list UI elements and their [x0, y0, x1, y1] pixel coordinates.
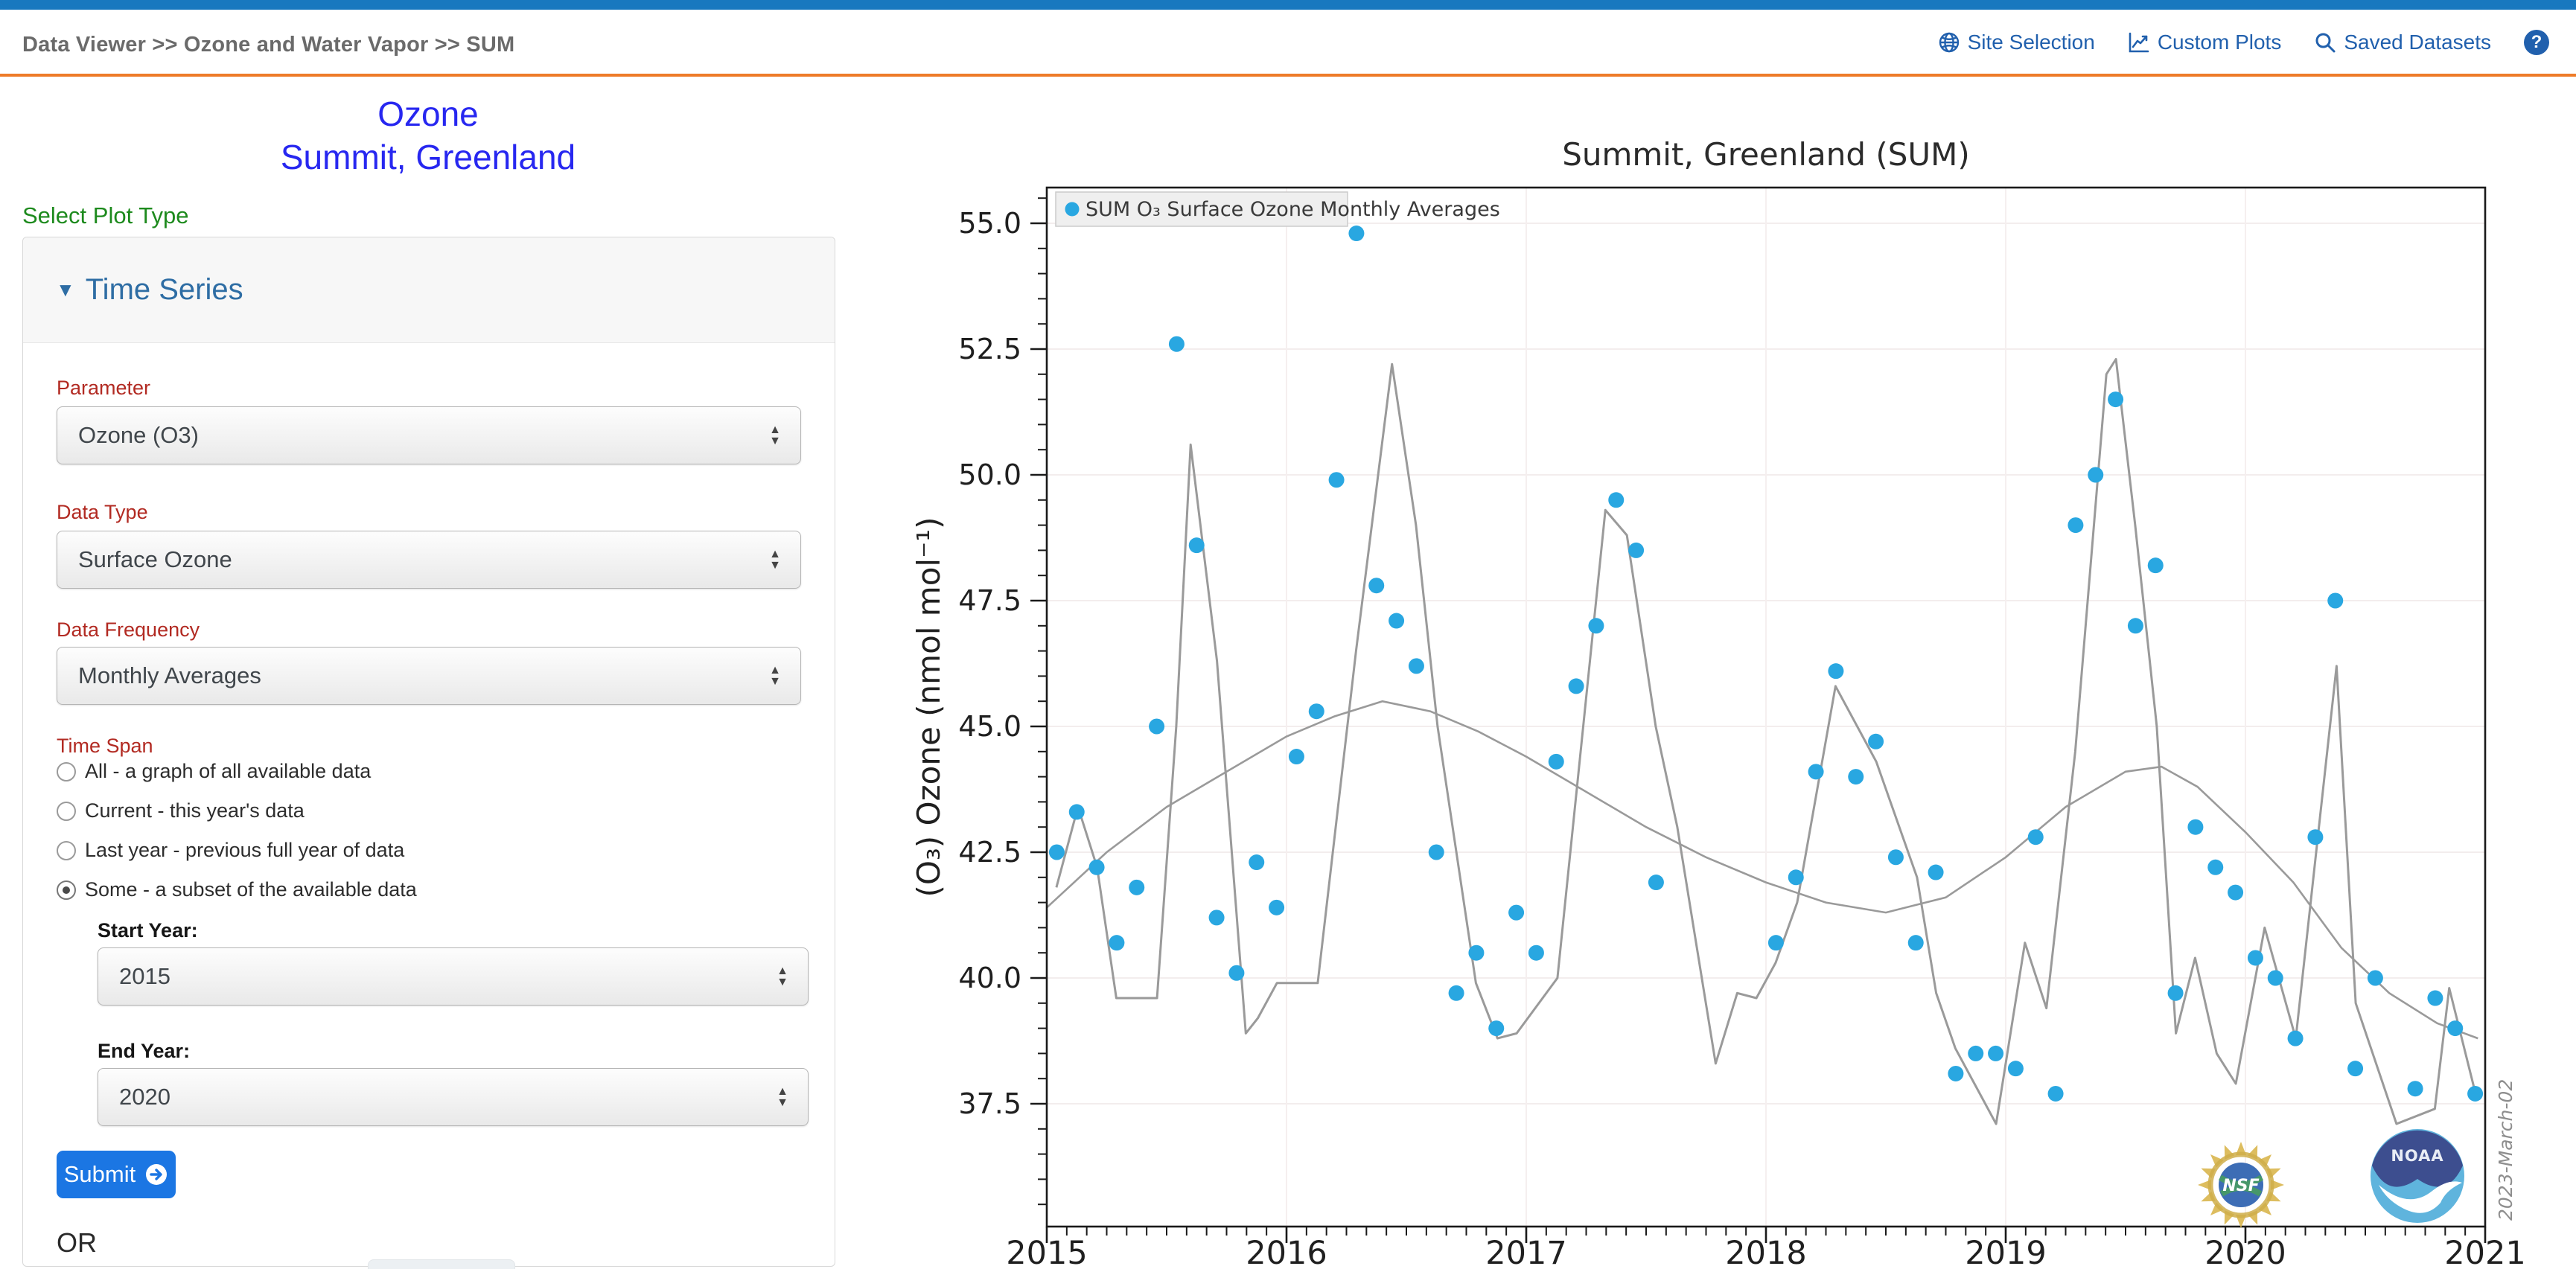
data-type-select[interactable]: Surface Ozone ▲ ▼ — [57, 531, 801, 589]
nav-site-selection[interactable]: Site Selection — [1938, 31, 2095, 54]
radio-label: Last year - previous full year of data — [85, 839, 405, 861]
data-type-value: Surface Ozone — [78, 546, 232, 572]
nsf-logo: NSF — [2198, 1142, 2284, 1228]
spinner-arrows-icon: ▲ ▼ — [769, 664, 781, 688]
data-frequency-label: Data Frequency — [57, 618, 200, 641]
radio-label: All - a graph of all available data — [85, 760, 372, 782]
time-span-label: Time Span — [57, 735, 153, 757]
noaa-logo: NOAA — [2371, 1129, 2464, 1223]
submit-button[interactable]: Submit — [57, 1151, 176, 1198]
radio-label: Current - this year's data — [85, 799, 305, 822]
svg-text:2015: 2015 — [1006, 1235, 1087, 1267]
radio-option-some[interactable]: Some - a subset of the available data — [57, 878, 417, 901]
radio-icon — [57, 880, 76, 900]
radio-icon — [57, 801, 76, 821]
breadcrumb: Data Viewer >> Ozone and Water Vapor >> … — [22, 33, 515, 57]
svg-text:2018: 2018 — [1725, 1235, 1806, 1267]
spinner-arrows-icon: ▲ ▼ — [777, 1085, 788, 1109]
chevron-down-icon: ▼ — [56, 278, 75, 301]
nav-saved-datasets[interactable]: Saved Datasets — [2314, 31, 2491, 54]
partially-visible-section — [368, 1259, 515, 1269]
start-year-label: Start Year: — [98, 919, 198, 942]
globe-icon — [1938, 31, 1960, 54]
spinner-arrows-icon: ▲ ▼ — [769, 548, 781, 572]
chart-icon — [2128, 31, 2150, 54]
arrow-circle-icon — [144, 1163, 168, 1186]
parameter-value: Ozone (O3) — [78, 422, 199, 448]
top-nav: Site Selection Custom Plots Saved Datase… — [1938, 30, 2549, 55]
svg-text:2021: 2021 — [2444, 1235, 2525, 1267]
svg-text:NSF: NSF — [2222, 1177, 2259, 1195]
spinner-arrows-icon: ▲ ▼ — [769, 423, 781, 447]
select-plot-type-label: Select Plot Type — [22, 202, 189, 228]
start-year-select[interactable]: 2015 ▲ ▼ — [98, 947, 809, 1006]
nav-label: Site Selection — [1967, 31, 2095, 54]
help-icon[interactable]: ? — [2524, 30, 2549, 55]
spinner-arrows-icon: ▲ ▼ — [777, 965, 788, 988]
search-icon — [2314, 31, 2336, 54]
start-year-value: 2015 — [119, 963, 170, 989]
or-label: OR — [57, 1227, 97, 1258]
svg-text:47.5: 47.5 — [958, 584, 1021, 617]
nav-custom-plots[interactable]: Custom Plots — [2128, 31, 2282, 54]
svg-text:(O₃) Ozone (nmol mol⁻¹): (O₃) Ozone (nmol mol⁻¹) — [911, 517, 947, 898]
page-title: Ozone Summit, Greenland — [0, 92, 856, 179]
page-title-site: Summit, Greenland — [280, 138, 576, 176]
parameter-select[interactable]: Ozone (O3) ▲ ▼ — [57, 406, 801, 464]
end-year-label: End Year: — [98, 1040, 191, 1062]
svg-text:45.0: 45.0 — [958, 710, 1021, 743]
radio-option-current[interactable]: Current - this year's data — [57, 799, 305, 822]
svg-text:42.5: 42.5 — [958, 836, 1021, 869]
time-series-panel: ▼ Time Series Parameter Ozone (O3) ▲ ▼ Da… — [22, 237, 835, 1267]
radio-label: Some - a subset of the available data — [85, 878, 417, 901]
time-series-label: Time Series — [85, 273, 243, 306]
nav-label: Custom Plots — [2157, 31, 2282, 54]
svg-text:2016: 2016 — [1246, 1235, 1327, 1267]
svg-text:Summit, Greenland (SUM): Summit, Greenland (SUM) — [1562, 136, 1970, 173]
end-year-select[interactable]: 2020 ▲ ▼ — [98, 1068, 809, 1126]
end-year-value: 2020 — [119, 1084, 170, 1110]
radio-icon — [57, 761, 76, 781]
data-type-label: Data Type — [57, 501, 148, 523]
radio-option-last-year[interactable]: Last year - previous full year of data — [57, 839, 404, 862]
data-frequency-value: Monthly Averages — [78, 662, 261, 688]
top-accent-bar — [0, 0, 2576, 10]
page-title-parameter: Ozone — [377, 95, 479, 133]
svg-text:40.0: 40.0 — [958, 962, 1021, 994]
svg-text:2020: 2020 — [2204, 1235, 2286, 1267]
svg-text:52.5: 52.5 — [958, 333, 1021, 365]
svg-text:2023-March-02: 2023-March-02 — [2495, 1079, 2516, 1221]
svg-text:2019: 2019 — [1965, 1235, 2046, 1267]
svg-text:55.0: 55.0 — [958, 207, 1021, 240]
data-frequency-select[interactable]: Monthly Averages ▲ ▼ — [57, 647, 801, 705]
nav-label: Saved Datasets — [2344, 31, 2491, 54]
time-series-header[interactable]: ▼ Time Series — [23, 237, 835, 343]
svg-text:2017: 2017 — [1485, 1235, 1566, 1267]
parameter-label: Parameter — [57, 377, 151, 399]
submit-label: Submit — [63, 1161, 136, 1187]
radio-icon — [57, 840, 76, 860]
header-divider — [0, 74, 2576, 77]
svg-text:NOAA: NOAA — [2391, 1147, 2443, 1165]
svg-text:50.0: 50.0 — [958, 458, 1021, 491]
svg-text:37.5: 37.5 — [958, 1087, 1021, 1120]
svg-text:SUM O₃ Surface Ozone Monthly A: SUM O₃ Surface Ozone Monthly Averages — [1085, 198, 1500, 221]
radio-option-all[interactable]: All - a graph of all available data — [57, 760, 371, 783]
